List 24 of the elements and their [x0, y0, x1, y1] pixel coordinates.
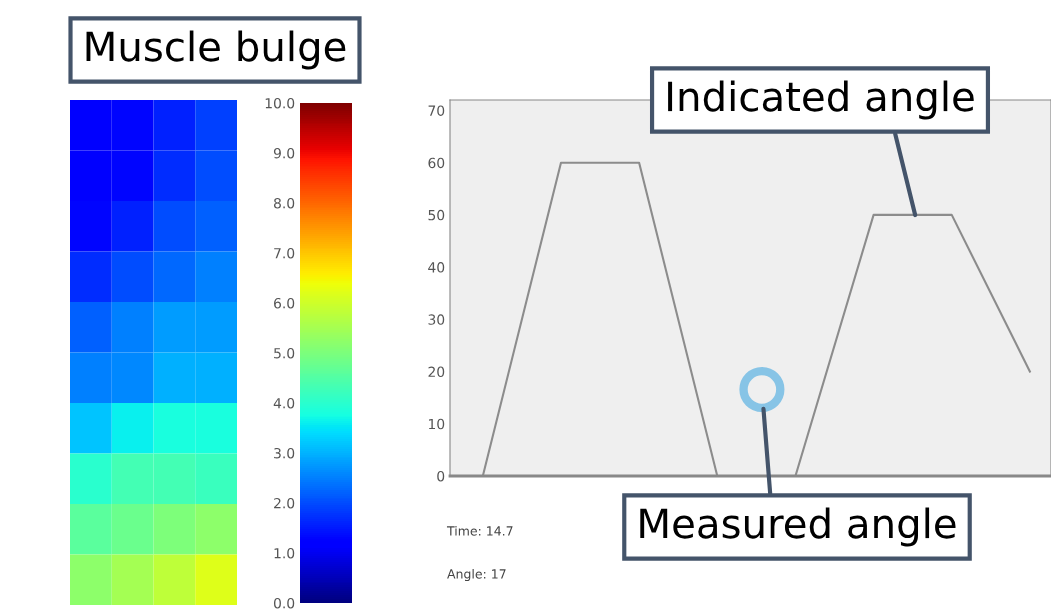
annotation: Indicated angle	[668, 80, 974, 120]
y-tick-label: 30	[428, 314, 445, 325]
color-bar-label: 0.0	[273, 597, 295, 609]
text: Time: 14.7	[446, 525, 513, 536]
color-bar-label: 2.0	[274, 497, 295, 509]
y-tick-label: 70	[428, 105, 445, 116]
chart-title: Muscle bulge	[86, 30, 346, 70]
color-bar-label: 10.0	[265, 97, 295, 109]
y-tick-label: 20	[428, 366, 445, 378]
color-bar-label: 7.0	[274, 247, 295, 259]
color-bar-label: 8.0	[273, 197, 295, 209]
text: Angle: 17	[447, 568, 506, 582]
color-bar-label: 3.0	[274, 447, 295, 459]
y-tick-label: 0	[437, 470, 445, 482]
y-tick-label: 50	[428, 209, 445, 221]
color-bar-label: 6.0	[274, 297, 295, 309]
y-tick-label: 60	[428, 157, 445, 169]
color-bar-label: 4.0	[273, 397, 295, 409]
y-tick-label: 40	[428, 262, 445, 273]
y-tick-label: 10	[428, 418, 445, 430]
color-bar-label: 9.0	[273, 147, 295, 159]
color-bar-label: 5.0	[274, 347, 295, 359]
color-bar-label: 1.0	[274, 547, 295, 559]
text: Measured angle	[640, 507, 956, 547]
